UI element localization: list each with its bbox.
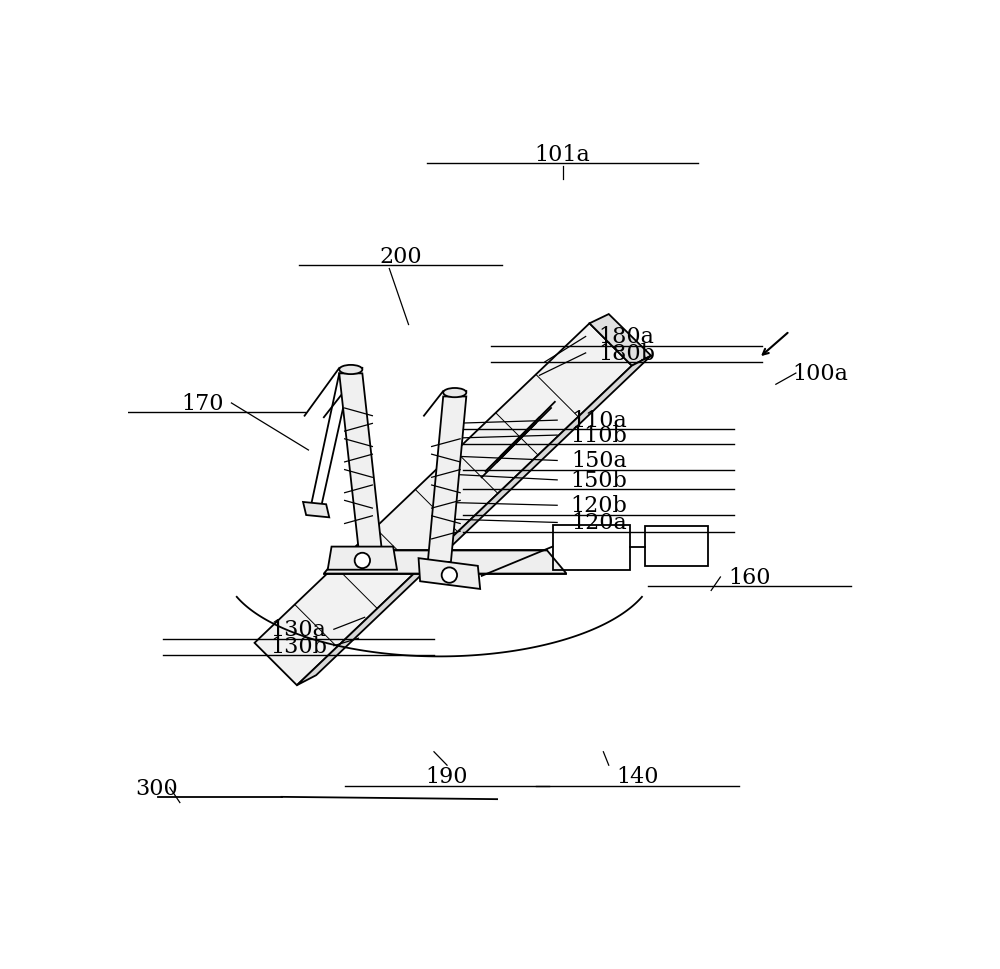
Text: 190: 190 — [426, 766, 468, 788]
Text: 170: 170 — [182, 392, 224, 415]
Text: 160: 160 — [728, 567, 771, 588]
Text: 180b: 180b — [598, 343, 655, 364]
Text: 100a: 100a — [793, 362, 848, 385]
Text: 140: 140 — [616, 766, 658, 788]
Circle shape — [355, 553, 370, 569]
Text: 130a: 130a — [271, 618, 326, 641]
Polygon shape — [419, 558, 480, 589]
Ellipse shape — [339, 365, 362, 375]
Text: 110b: 110b — [570, 424, 627, 447]
Polygon shape — [324, 551, 566, 574]
Text: 200: 200 — [380, 245, 422, 267]
Polygon shape — [590, 315, 651, 366]
Text: 110a: 110a — [571, 410, 627, 432]
Text: 130b: 130b — [270, 635, 327, 657]
Circle shape — [442, 568, 457, 583]
Polygon shape — [328, 547, 397, 570]
Ellipse shape — [443, 389, 466, 398]
Text: 150a: 150a — [571, 450, 627, 472]
Polygon shape — [339, 374, 382, 548]
Text: 180a: 180a — [599, 327, 654, 348]
Polygon shape — [428, 397, 466, 562]
Text: 120a: 120a — [571, 512, 627, 534]
Text: 300: 300 — [135, 777, 178, 798]
Text: 101a: 101a — [535, 144, 590, 166]
Text: 120b: 120b — [570, 495, 627, 516]
Polygon shape — [255, 324, 632, 685]
Polygon shape — [297, 357, 651, 685]
Text: 150b: 150b — [570, 469, 627, 491]
Polygon shape — [303, 502, 329, 517]
